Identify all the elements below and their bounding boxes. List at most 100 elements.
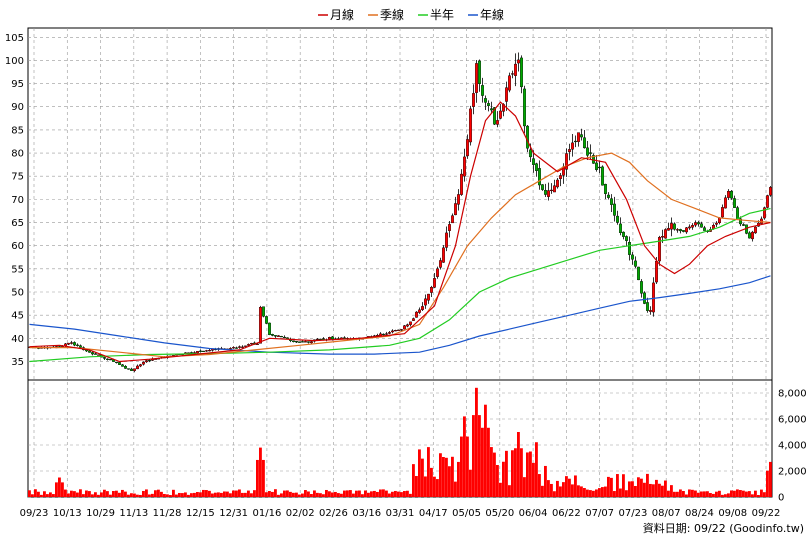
candle-body [535,163,538,171]
volume-bar [373,490,376,497]
volume-bar [607,476,610,497]
candle-body [283,336,286,339]
volume-bar [46,494,49,497]
volume-bar [457,461,460,497]
candle-body [631,254,634,260]
volume-bar [181,493,184,497]
legend-label: 半年 [430,8,454,22]
volume-bar [406,490,409,497]
volume-bar [475,387,478,497]
candle-body [559,175,562,179]
candle-body [232,347,235,349]
price-tick-label: 60 [11,241,24,252]
candle-body [718,217,721,224]
volume-bar [388,493,391,497]
x-tick-label: 05/20 [485,508,514,519]
candle-body [268,322,271,335]
volume-bar [547,480,550,497]
volume-bar [232,490,235,497]
volume-bar [118,492,121,497]
candle-body [694,222,697,226]
volume-bar [637,477,640,497]
volume-bar [235,490,238,497]
x-tick-label: 12/15 [186,508,215,519]
candle-body [508,75,511,91]
volume-bar [94,492,97,497]
volume-bar [694,490,697,497]
volume-bar [745,491,748,497]
candle-body [409,321,412,325]
candle-body [472,93,475,107]
volume-bar [655,479,658,497]
volume-bar [376,491,379,497]
candle-body [571,142,574,150]
candle-body [607,194,610,198]
candle-body [259,306,262,344]
volume-bar [370,491,373,497]
x-tick-label: 03/16 [352,508,381,519]
candle-body [643,292,646,304]
price-tick-label: 50 [11,288,24,299]
price-tick-label: 100 [5,56,24,67]
volume-bar [430,467,433,497]
candle-body [295,341,298,343]
candle-body [244,345,247,347]
candle-body [130,368,133,371]
candle-body [724,197,727,209]
candle-body [622,231,625,237]
candle-body [670,223,673,230]
candle-body [625,236,628,241]
volume-tick-label: 4,000 [778,441,807,452]
candle-body [697,222,700,225]
candle-body [475,63,478,93]
x-tick-label: 05/05 [452,508,481,519]
volume-bar [307,491,310,497]
candle-body [235,347,238,349]
candle-body [526,125,529,149]
volume-bar [415,476,418,497]
volume-bar [61,482,64,497]
x-tick-label: 07/07 [585,508,614,519]
price-tick-label: 75 [11,172,24,183]
volume-bar [130,493,133,497]
candle-body [454,203,457,216]
candle-body [586,147,589,156]
candle-body [103,357,106,359]
candle-body [433,278,436,288]
ma-month-line [29,101,771,363]
candle-body [511,73,514,75]
candle-body [673,223,676,230]
volume-bar [568,478,571,497]
ma-year-line [29,275,771,355]
volume-bar [541,485,544,497]
volume-bar [571,484,574,497]
volume-bar [562,482,565,497]
volume-bar [496,464,499,497]
volume-bar [436,479,439,497]
volume-bar [442,456,445,497]
legend: 月線 季線 半年 年線 [318,7,504,22]
volume-bar [34,489,37,497]
volume-bar [478,415,481,497]
volume-bar [460,436,463,497]
volume-bar [103,489,106,497]
candle-body [484,98,487,103]
candle-body [76,344,79,346]
candle-body [541,184,544,190]
volume-bar [172,489,175,497]
volume-bar [286,490,289,497]
volume-bar [175,494,178,497]
price-tick-label: 70 [11,195,24,206]
volume-bar [112,491,115,497]
volume-bar [160,491,163,497]
volume-bar [268,491,271,497]
volume-bar [583,488,586,497]
volume-bar [394,490,397,497]
volume-bar [283,490,286,497]
candle-body [412,318,415,321]
candle-body [649,310,652,312]
volume-bar [220,492,223,497]
volume-bar [67,493,70,497]
candle-body [514,63,517,76]
volume-bar [454,481,457,497]
